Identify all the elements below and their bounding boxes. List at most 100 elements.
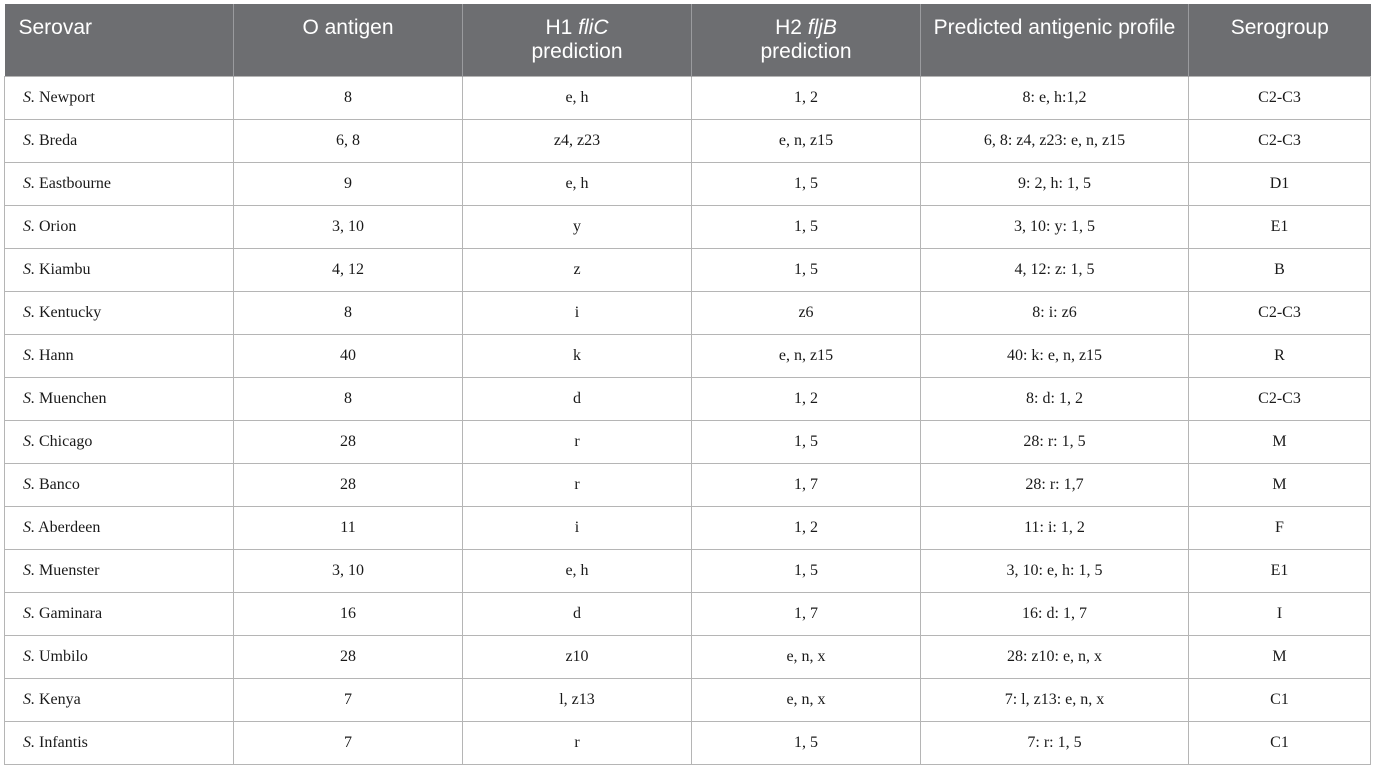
cell-o-antigen: 28 <box>233 634 463 679</box>
cell-serovar: S. Breda <box>4 118 234 163</box>
header-label: O antigen <box>302 16 394 39</box>
cell-serovar: S. Kenya <box>4 677 234 722</box>
cell-serogroup: M <box>1188 419 1371 464</box>
serovar-genus: S. <box>23 303 35 321</box>
table-row: S. Infantis 7 r 1, 5 7: r: 1, 5 C1 <box>4 720 1371 765</box>
header-predicted-profile: Predicted antigenic profile <box>920 4 1189 76</box>
table-header: Serovar O antigen H1 fliC prediction H2 fljB… <box>4 4 1371 76</box>
cell-h2-prediction: 1, 5 <box>691 247 921 292</box>
cell-h2-prediction: 1, 5 <box>691 720 921 765</box>
cell-o-antigen: 11 <box>233 505 463 550</box>
serovar-name: Eastbourne <box>39 174 111 192</box>
header-label: H1 <box>545 16 579 39</box>
cell-o-antigen: 8 <box>233 376 463 421</box>
cell-serovar: S. Aberdeen <box>4 505 234 550</box>
cell-h2-prediction: 1, 5 <box>691 419 921 464</box>
serovar-genus: S. <box>23 733 35 751</box>
serovar-genus: S. <box>23 389 35 407</box>
table-row: S. Breda 6, 8 z4, z23 e, n, z15 6, 8: z4, z2… <box>4 118 1371 163</box>
header-h1-flic: H1 fliC prediction <box>462 4 692 76</box>
cell-antigenic-profile: 40: k: e, n, z15 <box>920 333 1189 378</box>
cell-h2-prediction: e, n, z15 <box>691 333 921 378</box>
cell-serovar: S. Newport <box>4 75 234 120</box>
serovar-genus: S. <box>23 217 35 235</box>
cell-serovar: S. Umbilo <box>4 634 234 679</box>
cell-h1-prediction: z4, z23 <box>462 118 692 163</box>
cell-o-antigen: 16 <box>233 591 463 636</box>
cell-h2-prediction: 1, 2 <box>691 505 921 550</box>
serovar-genus: S. <box>23 260 35 278</box>
header-o-antigen: O antigen <box>233 4 463 76</box>
header-gene-name: fljB <box>807 16 837 39</box>
cell-h2-prediction: 1, 2 <box>691 376 921 421</box>
header-row: Serovar O antigen H1 fliC prediction H2 fljB… <box>4 4 1371 76</box>
cell-h1-prediction: r <box>462 419 692 464</box>
cell-h1-prediction: e, h <box>462 548 692 593</box>
cell-serogroup: M <box>1188 634 1371 679</box>
serovar-name: Umbilo <box>39 647 88 665</box>
header-label: Serovar <box>18 16 93 39</box>
serovar-genus: S. <box>23 690 35 708</box>
serovar-genus: S. <box>23 561 35 579</box>
table-row: S. Eastbourne 9 e, h 1, 5 9: 2, h: 1, 5 D1 <box>4 161 1371 206</box>
cell-h1-prediction: z10 <box>462 634 692 679</box>
header-gene-name: fliC <box>578 16 609 39</box>
cell-h2-prediction: 1, 5 <box>691 161 921 206</box>
serovar-genus: S. <box>23 647 35 665</box>
cell-serogroup: C1 <box>1188 677 1371 722</box>
serovar-name: Chicago <box>39 432 93 450</box>
cell-h1-prediction: r <box>462 720 692 765</box>
cell-serogroup: C1 <box>1188 720 1371 765</box>
serovar-name: Muenster <box>39 561 100 579</box>
cell-h1-prediction: i <box>462 505 692 550</box>
cell-serovar: S. Eastbourne <box>4 161 234 206</box>
serovar-genus: S. <box>23 346 35 364</box>
serovar-genus: S. <box>23 88 35 106</box>
cell-h1-prediction: k <box>462 333 692 378</box>
header-label: Predicted antigenic profile <box>933 16 1176 39</box>
cell-serovar: S. Orion <box>4 204 234 249</box>
cell-h2-prediction: z6 <box>691 290 921 335</box>
cell-serogroup: E1 <box>1188 204 1371 249</box>
table-row: S. Hann 40 k e, n, z15 40: k: e, n, z15 R <box>4 333 1371 378</box>
cell-o-antigen: 3, 10 <box>233 204 463 249</box>
cell-h1-prediction: l, z13 <box>462 677 692 722</box>
cell-h1-prediction: d <box>462 376 692 421</box>
cell-antigenic-profile: 8: e, h:1,2 <box>920 75 1189 120</box>
cell-h2-prediction: e, n, x <box>691 634 921 679</box>
table-row: S. Newport 8 e, h 1, 2 8: e, h:1,2 C2-C3 <box>4 75 1371 120</box>
cell-antigenic-profile: 8: i: z6 <box>920 290 1189 335</box>
cell-serogroup: E1 <box>1188 548 1371 593</box>
cell-antigenic-profile: 4, 12: z: 1, 5 <box>920 247 1189 292</box>
cell-antigenic-profile: 8: d: 1, 2 <box>920 376 1189 421</box>
cell-h1-prediction: e, h <box>462 75 692 120</box>
cell-serogroup: C2-C3 <box>1188 290 1371 335</box>
cell-h1-prediction: y <box>462 204 692 249</box>
header-label-line2: prediction <box>531 40 623 63</box>
serovar-name: Breda <box>39 131 78 149</box>
table-row: S. Muenchen 8 d 1, 2 8: d: 1, 2 C2-C3 <box>4 376 1371 421</box>
cell-o-antigen: 28 <box>233 419 463 464</box>
serovar-name: Hann <box>39 346 74 364</box>
header-serogroup: Serogroup <box>1188 4 1371 76</box>
header-label: H2 <box>775 16 808 39</box>
cell-serovar: S. Kentucky <box>4 290 234 335</box>
table-row: S. Kenya 7 l, z13 e, n, x 7: l, z13: e, n, x… <box>4 677 1371 722</box>
serovar-name: Infantis <box>39 733 88 751</box>
cell-antigenic-profile: 6, 8: z4, z23: e, n, z15 <box>920 118 1189 163</box>
cell-o-antigen: 8 <box>233 290 463 335</box>
cell-o-antigen: 4, 12 <box>233 247 463 292</box>
serovar-genus: S. <box>23 475 35 493</box>
cell-serogroup: M <box>1188 462 1371 507</box>
table-row: S. Orion 3, 10 y 1, 5 3, 10: y: 1, 5 E1 <box>4 204 1371 249</box>
cell-serogroup: R <box>1188 333 1371 378</box>
cell-h2-prediction: 1, 7 <box>691 462 921 507</box>
serovar-name: Orion <box>39 217 77 235</box>
cell-o-antigen: 40 <box>233 333 463 378</box>
header-label: Serogroup <box>1230 16 1329 39</box>
cell-h2-prediction: 1, 2 <box>691 75 921 120</box>
cell-serogroup: B <box>1188 247 1371 292</box>
